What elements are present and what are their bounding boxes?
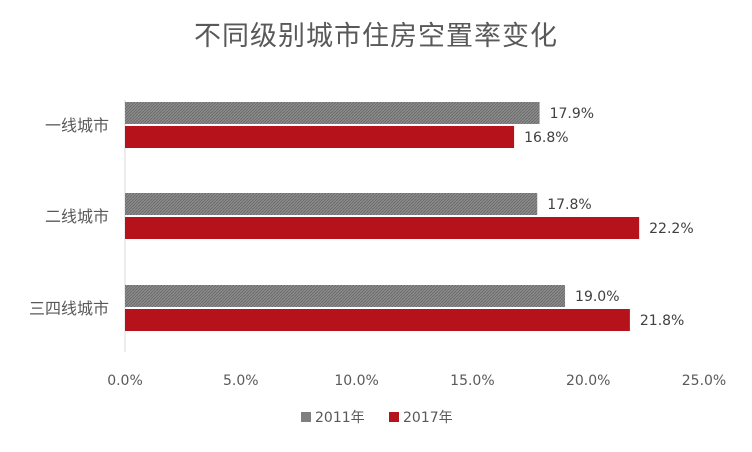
category-label: 二线城市: [45, 207, 109, 226]
legend-label: 2011年: [315, 410, 365, 426]
legend-swatch: [301, 412, 311, 422]
bar-2011年: [125, 285, 566, 307]
x-tick-label: 25.0%: [682, 373, 726, 389]
bar-2011年: [125, 193, 538, 215]
data-label: 17.8%: [547, 197, 591, 213]
x-tick-label: 15.0%: [450, 373, 494, 389]
data-label: 22.2%: [649, 221, 693, 237]
category-label: 一线城市: [45, 116, 109, 135]
x-tick-label: 10.0%: [334, 373, 378, 389]
bar-2017年: [125, 126, 515, 148]
x-tick-label: 5.0%: [223, 373, 259, 389]
bar-2017年: [125, 309, 630, 331]
x-tick-label: 0.0%: [107, 373, 143, 389]
x-tick-label: 20.0%: [566, 373, 610, 389]
legend-swatch: [389, 412, 399, 422]
data-label: 21.8%: [640, 313, 684, 329]
category-label: 三四线城市: [29, 299, 109, 318]
bar-2017年: [125, 217, 640, 239]
legend-label: 2017年: [403, 410, 453, 426]
data-label: 19.0%: [575, 289, 619, 305]
bar-2011年: [125, 102, 540, 124]
data-label: 16.8%: [524, 130, 568, 146]
data-label: 17.9%: [550, 106, 594, 122]
chart-title: 不同级别城市住房空置率变化: [194, 21, 558, 52]
